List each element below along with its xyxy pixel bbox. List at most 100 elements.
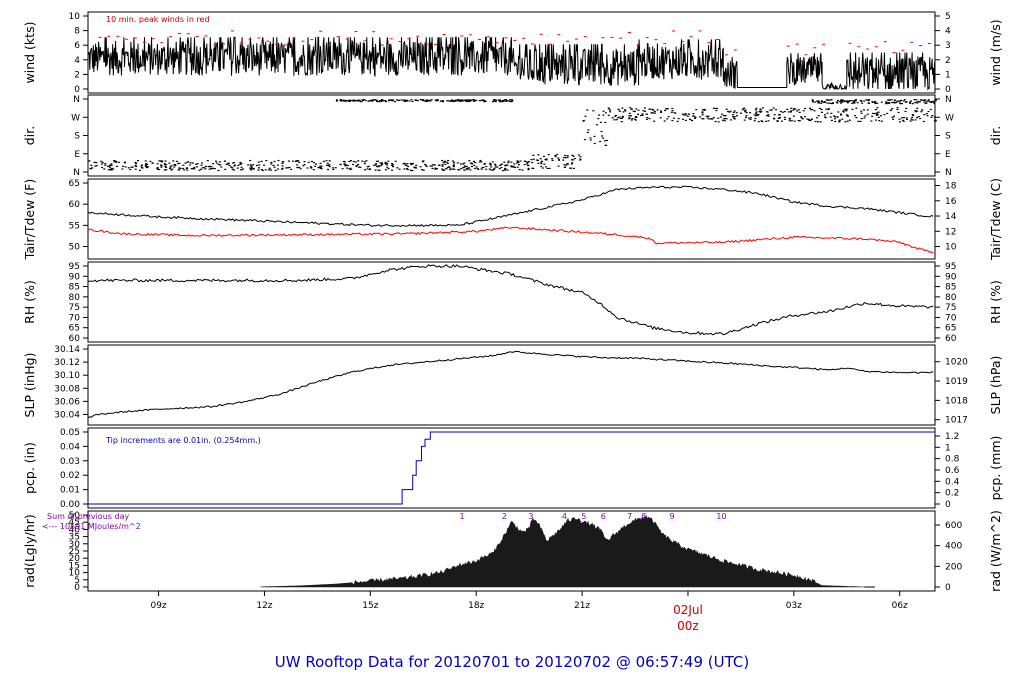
direction-point (681, 118, 684, 120)
direction-panel-frame: dir. dir. (22, 94, 1003, 177)
direction-point (397, 99, 400, 101)
direction-point (628, 115, 631, 117)
direction-point (812, 101, 815, 103)
direction-point (606, 139, 609, 142)
direction-point (312, 169, 315, 171)
direction-point (759, 111, 762, 113)
direction-point (598, 114, 601, 116)
rh-panel-left-label: RH (%) (22, 280, 37, 324)
direction-point (270, 161, 273, 164)
direction-point (743, 107, 746, 109)
direction-point (113, 160, 116, 162)
direction-point (931, 101, 934, 103)
direction-point (261, 169, 264, 172)
direction-point (449, 169, 452, 171)
direction-point (648, 108, 651, 110)
direction-point (532, 158, 535, 160)
direction-point (156, 163, 159, 165)
direction-point (602, 114, 605, 116)
direction-point (320, 165, 323, 167)
direction-point (573, 158, 576, 160)
direction-point (175, 160, 178, 162)
direction-point (367, 100, 370, 102)
direction-point (228, 164, 231, 167)
direction-point (115, 160, 118, 162)
direction-point (840, 99, 843, 101)
direction-point (350, 160, 352, 162)
direction-point (357, 100, 359, 102)
direction-point (363, 163, 366, 165)
direction-point (135, 165, 138, 168)
direction-point (804, 107, 807, 110)
direction-point (335, 100, 338, 102)
direction-point (362, 99, 365, 101)
rh-panel-frame: RH (%) RH (%) (22, 261, 1003, 343)
direction-point (491, 101, 494, 103)
direction-point (783, 116, 786, 118)
direction-point (557, 157, 560, 159)
direction-point (352, 100, 355, 102)
direction-point (821, 101, 824, 103)
precip-panel-right-label: pcp. (mm) (988, 436, 1003, 501)
direction-point (860, 110, 863, 112)
direction-point (473, 100, 476, 102)
direction-point (744, 116, 747, 118)
radiation-event-mark: 1 (460, 512, 465, 521)
direction-point (123, 162, 126, 164)
direction-point (217, 163, 220, 165)
wind-series (87, 36, 936, 91)
left-tick-label: 30.10 (54, 371, 80, 381)
direction-point (624, 110, 627, 112)
left-tick-label: 0.00 (60, 500, 80, 510)
precip-panel-frame: pcp. (in) pcp. (mm) (22, 427, 1003, 509)
direction-point (863, 109, 865, 111)
direction-point (521, 169, 524, 171)
direction-point (879, 115, 882, 117)
direction-point (523, 160, 526, 162)
direction-point (476, 168, 479, 170)
direction-point (380, 100, 383, 103)
direction-point (694, 116, 697, 118)
direction-point (725, 118, 728, 120)
radiation-panel-frame: rad(Lgly/hr) rad (W/m^2) (22, 510, 1003, 592)
direction-point (367, 165, 370, 167)
direction-point (277, 159, 280, 162)
direction-point (169, 166, 172, 168)
direction-point (466, 100, 469, 103)
direction-point (220, 166, 223, 168)
direction-point (646, 118, 648, 120)
direction-point (838, 101, 841, 103)
direction-point (775, 109, 777, 111)
direction-point (223, 160, 226, 162)
direction-point (344, 100, 347, 102)
direction-point (767, 115, 770, 117)
direction-point (701, 112, 704, 114)
direction-point (810, 118, 813, 120)
direction-point (783, 118, 786, 120)
direction-point (514, 166, 516, 169)
direction-point (157, 168, 159, 170)
direction-point (761, 107, 764, 109)
direction-point (465, 168, 468, 170)
direction-point (605, 144, 608, 146)
direction-point (916, 110, 919, 112)
radiation-event-mark: 3 (528, 512, 533, 521)
direction-point (687, 113, 690, 115)
right-tick-label: 95 (945, 262, 956, 272)
direction-point (705, 115, 708, 117)
direction-point (541, 160, 544, 162)
direction-point (618, 110, 621, 112)
direction-point (225, 163, 228, 165)
direction-point (360, 100, 363, 103)
direction-point (506, 164, 509, 166)
direction-point (406, 168, 408, 170)
direction-point (213, 168, 216, 170)
direction-point (410, 163, 413, 166)
direction-point (510, 161, 513, 163)
direction-point (374, 169, 377, 171)
direction-point (447, 159, 450, 162)
direction-point (816, 100, 819, 102)
direction-point (101, 166, 104, 169)
direction-point (922, 99, 925, 101)
